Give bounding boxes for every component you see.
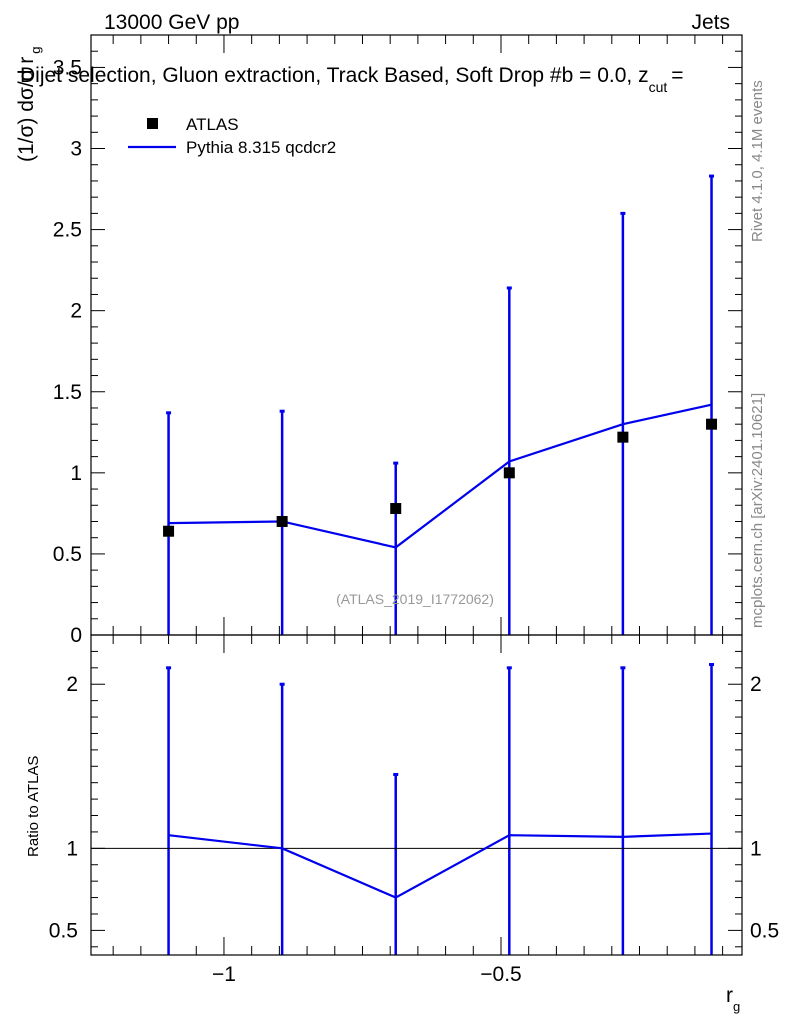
plot-subtitle-main: Dijet selection, Gluon extraction, Track…: [20, 64, 649, 87]
mcplots-label: mcplots.cern.ch [arXiv:2401.10621]: [749, 393, 766, 628]
x-axis-title-main: r: [726, 984, 733, 1007]
plot-subtitle-tail: =: [671, 64, 683, 87]
main-y-tick-label: 1: [70, 462, 82, 485]
x-tick-label: −0.5: [480, 963, 521, 986]
x-tick-label: −1: [212, 963, 236, 986]
data-point: [276, 515, 288, 527]
ratio-y-axis-title: Ratio to ATLAS: [25, 756, 42, 857]
main-y-axis-title: (1/σ) dσ/d r g: [15, 46, 43, 162]
main-y-tick-label: 3.5: [53, 56, 82, 79]
data-point: [503, 467, 515, 479]
mc-series-line: [168, 403, 712, 549]
ratio-error-bars: [166, 663, 715, 955]
ratio-series-line: [168, 832, 712, 899]
main-y-axis-title-sub: g: [28, 46, 43, 53]
main-y-tick-label: 3: [70, 138, 82, 161]
legend-marker-atlas: [147, 118, 158, 129]
main-y-tick-label: 1.5: [53, 381, 82, 404]
x-axis-title: rg: [726, 984, 740, 1014]
ratio-y-tick-label-right: 0.5: [750, 919, 779, 942]
ratio-axis-ticks: −1 −0.5 0.5 0.5 1 1 2 2: [49, 634, 779, 986]
data-point: [390, 503, 402, 515]
ratio-panel-frame: [90, 634, 743, 956]
data-point: [163, 525, 175, 537]
rivet-label: Rivet 4.1.0, 4.1M events: [749, 80, 766, 242]
plot-subtitle-sub: cut: [649, 79, 668, 95]
x-axis-title-sub: g: [733, 999, 740, 1014]
main-axis-ticks: 0 0.5 1 1.5 2 2.5 3 3.5: [53, 34, 742, 647]
ratio-y-tick-label: 2: [66, 673, 78, 696]
main-y-tick-label: 0.5: [53, 543, 82, 566]
ratio-y-tick-label-right: 2: [750, 673, 762, 696]
legend-label-atlas: ATLAS: [186, 115, 239, 134]
main-y-tick-label: 2.5: [53, 219, 82, 242]
header-left-label: 13000 GeV pp: [104, 11, 239, 34]
legend-label-pythia: Pythia 8.315 qcdcr2: [186, 138, 336, 157]
plot-subtitle: Dijet selection, Gluon extraction, Track…: [20, 64, 684, 95]
main-y-tick-label: 0: [70, 624, 82, 647]
data-point: [617, 431, 629, 443]
main-y-axis-title-main: (1/σ) dσ/d r: [15, 57, 38, 162]
data-markers: [163, 418, 718, 537]
main-error-bars: [166, 174, 715, 635]
ratio-y-tick-label: 1: [66, 837, 78, 860]
header-right-label: Jets: [691, 11, 730, 34]
analysis-watermark: (ATLAS_2019_I1772062): [336, 591, 494, 607]
ratio-y-tick-label-right: 1: [750, 837, 762, 860]
data-point: [706, 418, 718, 430]
ratio-y-tick-label: 0.5: [49, 919, 78, 942]
main-y-tick-label: 2: [70, 300, 82, 323]
